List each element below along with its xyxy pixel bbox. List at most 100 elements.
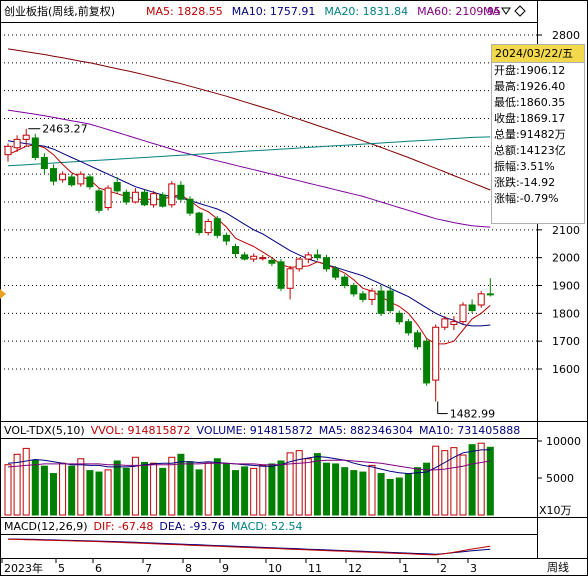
time-axis: 2023年 5 6 7 8 9 10 11 12 1 2 3 周线 xyxy=(1,558,569,575)
time-label-8: 12 xyxy=(348,562,362,575)
header-ma-1: MA10: 1757.91 xyxy=(232,5,316,18)
vol-ma10-line xyxy=(7,459,491,471)
info-row-1: 最高:1926.40 xyxy=(494,80,566,93)
candle-body-53 xyxy=(486,293,494,296)
volume-bar-51 xyxy=(468,444,476,516)
vol-tick-label-1: 5000 xyxy=(546,472,574,485)
volume-bar-33 xyxy=(304,458,312,516)
price-grid xyxy=(0,34,537,370)
volume-bar-24 xyxy=(222,463,230,516)
candle-body-19 xyxy=(177,184,185,200)
header-ma-0: MA5: 1828.55 xyxy=(146,5,223,18)
candle-body-7 xyxy=(68,176,76,186)
candle-body-24 xyxy=(222,234,230,242)
volume-bar-26 xyxy=(241,466,249,516)
volume-bar-50 xyxy=(459,454,467,516)
time-label-11: 3 xyxy=(470,562,477,575)
volume-bar-30 xyxy=(277,460,285,516)
candle-body-50 xyxy=(459,304,467,323)
price-tick-label-9: 1900 xyxy=(552,280,580,293)
candle-body-40 xyxy=(368,290,376,300)
volume-bar-32 xyxy=(295,450,303,516)
volume-bar-5 xyxy=(50,473,57,516)
candle-body-22 xyxy=(204,220,212,234)
time-label-10: 2 xyxy=(440,562,447,575)
diamond-icon[interactable] xyxy=(514,5,526,17)
volume-bar-40 xyxy=(368,464,376,516)
vol-item-1: VOLUME: 914815872 xyxy=(197,424,313,437)
price-tick-label-7: 2100 xyxy=(552,224,580,237)
volume-bar-8 xyxy=(77,458,85,516)
volume-bar-20 xyxy=(186,461,194,516)
volume-bar-29 xyxy=(268,463,276,516)
volume-bar-53 xyxy=(486,446,494,516)
left-drag-handle[interactable] xyxy=(0,286,6,302)
price-tick-label-10: 1800 xyxy=(552,307,580,320)
candle-body-9 xyxy=(86,176,94,188)
candle-body-32 xyxy=(295,258,303,270)
candle-body-18 xyxy=(168,183,176,206)
macd-dif-line xyxy=(7,538,491,556)
macd-title: MACD(12,26,9) xyxy=(4,520,88,533)
time-label-7: 11 xyxy=(308,562,322,575)
vol-title: VOL-TDX(5,10) xyxy=(4,424,85,437)
volume-bar-27 xyxy=(250,467,258,516)
volume-bar-34 xyxy=(313,453,321,516)
candlesticks xyxy=(4,128,494,402)
header-ma-3: MA60: 2109.95 xyxy=(417,5,501,18)
candle-body-36 xyxy=(332,268,340,278)
time-label-5: 9 xyxy=(222,562,229,575)
period-label[interactable]: 周线 xyxy=(547,560,569,574)
time-label-3: 7 xyxy=(145,562,152,575)
volume-bar-2 xyxy=(22,447,30,516)
time-label-2: 6 xyxy=(95,562,102,575)
volume-bar-49 xyxy=(450,447,458,516)
candle-body-48 xyxy=(441,318,449,328)
high-annotation: 2463.27 xyxy=(42,123,87,136)
candle-body-6 xyxy=(59,173,67,181)
candle-body-30 xyxy=(277,261,285,289)
info-row-6: 振幅:3.51% xyxy=(494,160,555,173)
candle-body-38 xyxy=(350,285,358,295)
volume-bar-17 xyxy=(159,467,167,516)
volume-bar-1 xyxy=(13,453,21,516)
candle-body-43 xyxy=(395,312,403,323)
candle-body-46 xyxy=(423,340,431,384)
price-tick-label-0: 2800 xyxy=(552,29,580,42)
candle-body-8 xyxy=(77,173,85,185)
macd-item-0: DIF: -67.48 xyxy=(94,520,154,533)
vol-item-3: MA10: 731405888 xyxy=(419,424,520,437)
candle-body-27 xyxy=(250,255,258,260)
volume-bar-3 xyxy=(31,459,39,516)
volume-bar-12 xyxy=(113,460,121,516)
candle-body-16 xyxy=(150,193,158,206)
candle-body-31 xyxy=(286,268,294,289)
volume-bar-37 xyxy=(341,467,349,516)
candle-body-34 xyxy=(313,254,321,259)
volume-bar-16 xyxy=(150,462,158,516)
info-row-5: 总额:14123亿 xyxy=(494,144,566,157)
volume-bar-11 xyxy=(104,469,112,516)
candle-body-37 xyxy=(341,276,349,286)
time-label-6: 10 xyxy=(268,562,282,575)
candle-body-13 xyxy=(122,191,130,203)
candle-body-51 xyxy=(468,304,476,312)
volume-bar-43 xyxy=(395,477,403,516)
candle-body-10 xyxy=(95,190,103,211)
macd-item-2: MACD: 52.54 xyxy=(231,520,303,533)
volume-bar-52 xyxy=(477,442,485,516)
volume-bar-9 xyxy=(86,470,94,516)
down-triangle-icon[interactable] xyxy=(501,7,511,15)
ma-line-upper xyxy=(7,48,491,191)
candle-body-49 xyxy=(450,321,458,325)
candle-body-2 xyxy=(22,134,30,140)
candle-body-39 xyxy=(359,293,367,300)
volume-bar-47 xyxy=(432,445,440,516)
header-trailing-text: MA xyxy=(483,5,500,18)
info-row-4: 总量:91482万 xyxy=(494,128,566,141)
candle-body-26 xyxy=(241,254,249,260)
volume-bar-44 xyxy=(404,473,412,516)
volume-bar-31 xyxy=(286,452,294,516)
candle-body-35 xyxy=(323,257,330,270)
